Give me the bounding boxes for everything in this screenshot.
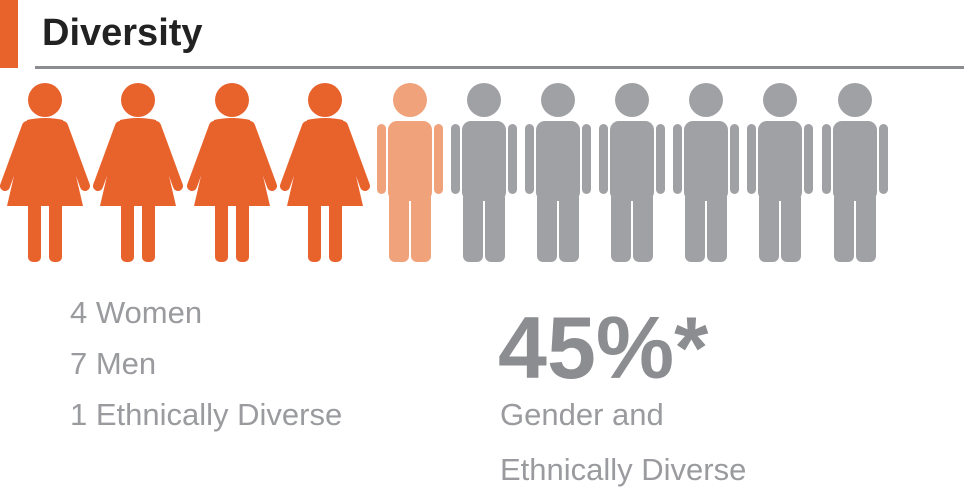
stat-caption: Gender and xyxy=(500,397,664,432)
leg xyxy=(142,200,155,262)
breakdown-item: 1 Ethnically Diverse xyxy=(70,397,343,432)
head xyxy=(541,83,575,117)
arm xyxy=(673,124,682,194)
torso xyxy=(610,121,654,201)
head xyxy=(308,83,342,117)
arm xyxy=(245,121,277,191)
arm xyxy=(280,121,312,191)
person-icon xyxy=(451,83,517,262)
stat-caption: Ethnically Diverse xyxy=(500,452,747,487)
pictogram xyxy=(0,83,888,262)
leg xyxy=(611,192,631,262)
torso xyxy=(684,121,728,201)
person-icon xyxy=(280,83,370,262)
arm xyxy=(434,124,443,194)
torso xyxy=(388,121,432,201)
arm xyxy=(338,121,370,191)
arm xyxy=(58,121,90,191)
arm xyxy=(599,124,608,194)
person-icon xyxy=(747,83,813,262)
leg xyxy=(707,192,727,262)
person-icon xyxy=(0,83,90,262)
stat-value: 45%* xyxy=(498,298,709,397)
head xyxy=(615,83,649,117)
leg xyxy=(28,200,41,262)
arm xyxy=(879,124,888,194)
head xyxy=(763,83,797,117)
head xyxy=(215,83,249,117)
divider xyxy=(35,66,964,69)
head xyxy=(393,83,427,117)
torso xyxy=(833,121,877,201)
leg xyxy=(685,192,705,262)
person-icon xyxy=(822,83,888,262)
head xyxy=(838,83,872,117)
arm xyxy=(730,124,739,194)
accent-bar xyxy=(0,0,18,68)
leg xyxy=(236,200,249,262)
person-icon xyxy=(673,83,739,262)
leg xyxy=(485,192,505,262)
torso xyxy=(536,121,580,201)
head xyxy=(467,83,501,117)
person-icon xyxy=(377,83,443,262)
breakdown-item: 4 Women xyxy=(70,295,203,330)
leg xyxy=(559,192,579,262)
arm xyxy=(151,121,183,191)
arm xyxy=(508,124,517,194)
arm xyxy=(187,121,219,191)
arm xyxy=(656,124,665,194)
leg xyxy=(329,200,342,262)
leg xyxy=(633,192,653,262)
arm xyxy=(377,124,386,194)
leg xyxy=(463,192,483,262)
leg xyxy=(856,192,876,262)
arm xyxy=(93,121,125,191)
leg xyxy=(308,200,321,262)
leg xyxy=(215,200,228,262)
leg xyxy=(49,200,62,262)
person-icon xyxy=(599,83,665,262)
person-icon xyxy=(187,83,277,262)
title: Diversity xyxy=(42,12,203,54)
leg xyxy=(411,192,431,262)
arm xyxy=(822,124,831,194)
torso xyxy=(462,121,506,201)
arm xyxy=(804,124,813,194)
leg xyxy=(121,200,134,262)
arm xyxy=(747,124,756,194)
leg xyxy=(834,192,854,262)
leg xyxy=(759,192,779,262)
torso xyxy=(758,121,802,201)
head xyxy=(28,83,62,117)
leg xyxy=(537,192,557,262)
head xyxy=(121,83,155,117)
leg xyxy=(389,192,409,262)
head xyxy=(689,83,723,117)
arm xyxy=(582,124,591,194)
person-icon xyxy=(93,83,183,262)
arm xyxy=(0,121,32,191)
leg xyxy=(781,192,801,262)
breakdown-item: 7 Men xyxy=(70,346,157,381)
arm xyxy=(451,124,460,194)
arm xyxy=(525,124,534,194)
person-icon xyxy=(525,83,591,262)
